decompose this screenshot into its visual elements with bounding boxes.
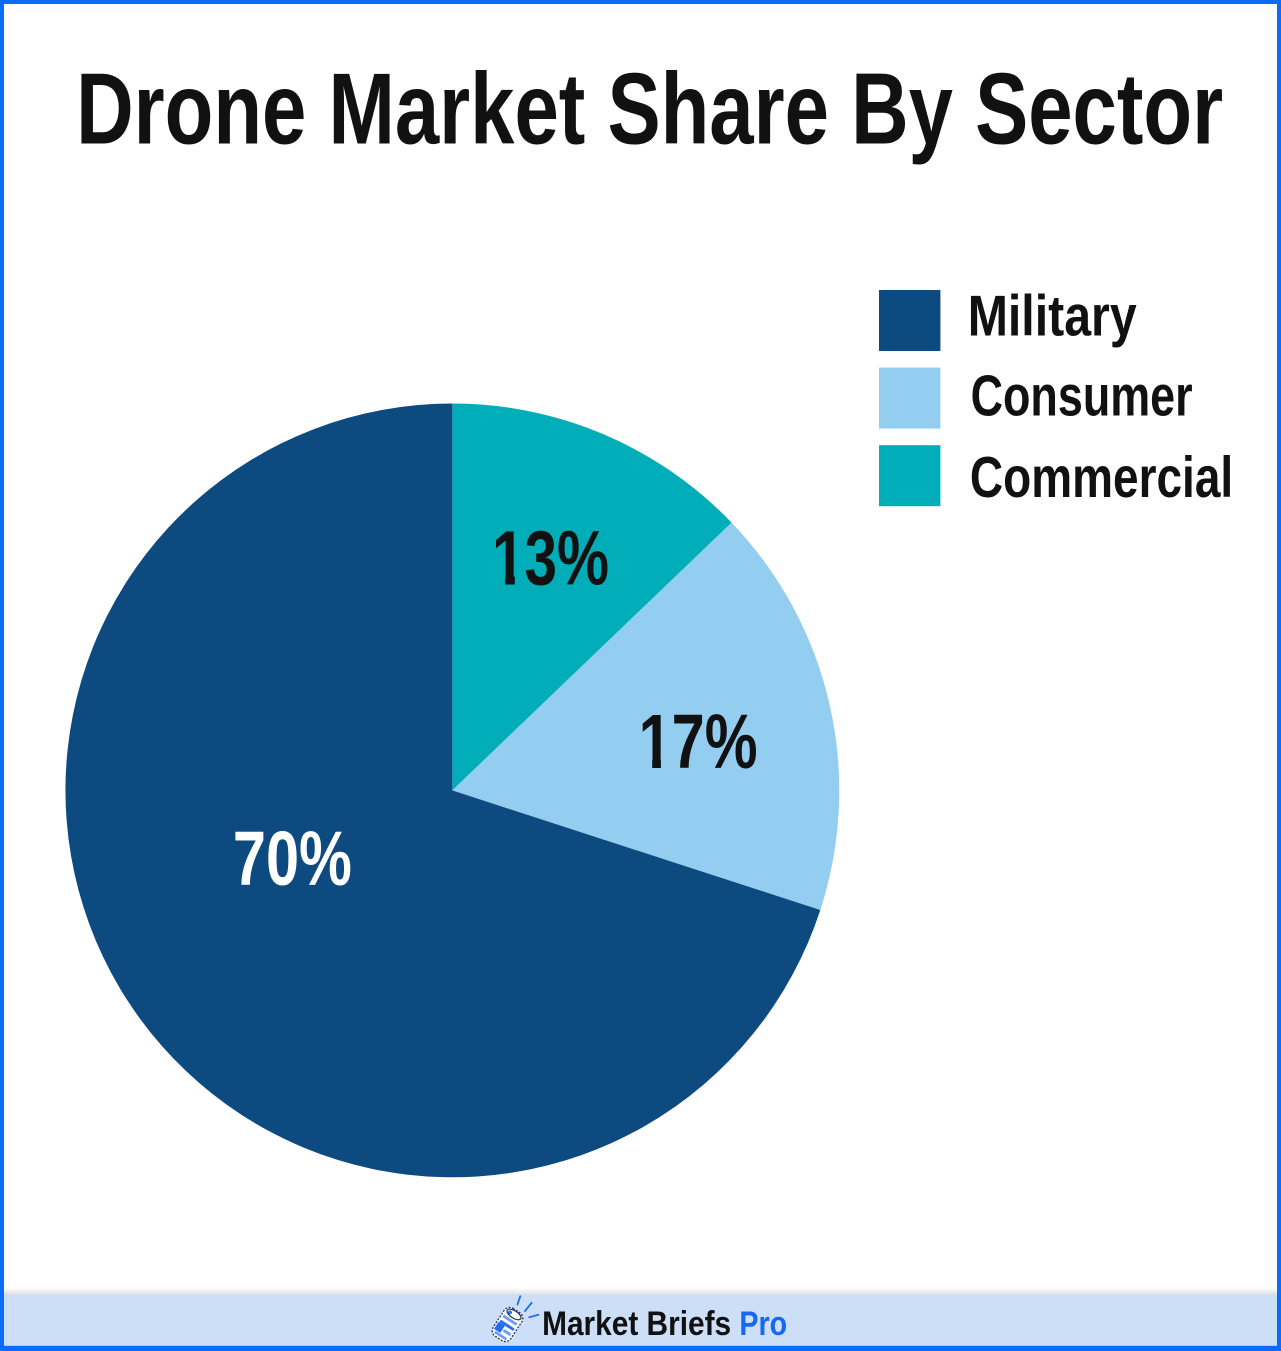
svg-text:17%: 17% (639, 699, 758, 785)
svg-text:Commercial: Commercial (970, 446, 1233, 510)
svg-text:Consumer: Consumer (971, 365, 1193, 429)
svg-text:70%: 70% (233, 816, 352, 902)
svg-text:Drone Market Share By Sector: Drone Market Share By Sector (76, 53, 1223, 165)
svg-text:Pro: Pro (739, 1305, 787, 1343)
svg-text:13%: 13% (492, 515, 609, 601)
svg-text:Market Briefs: Market Briefs (542, 1305, 731, 1343)
svg-text:Military: Military (968, 285, 1137, 349)
